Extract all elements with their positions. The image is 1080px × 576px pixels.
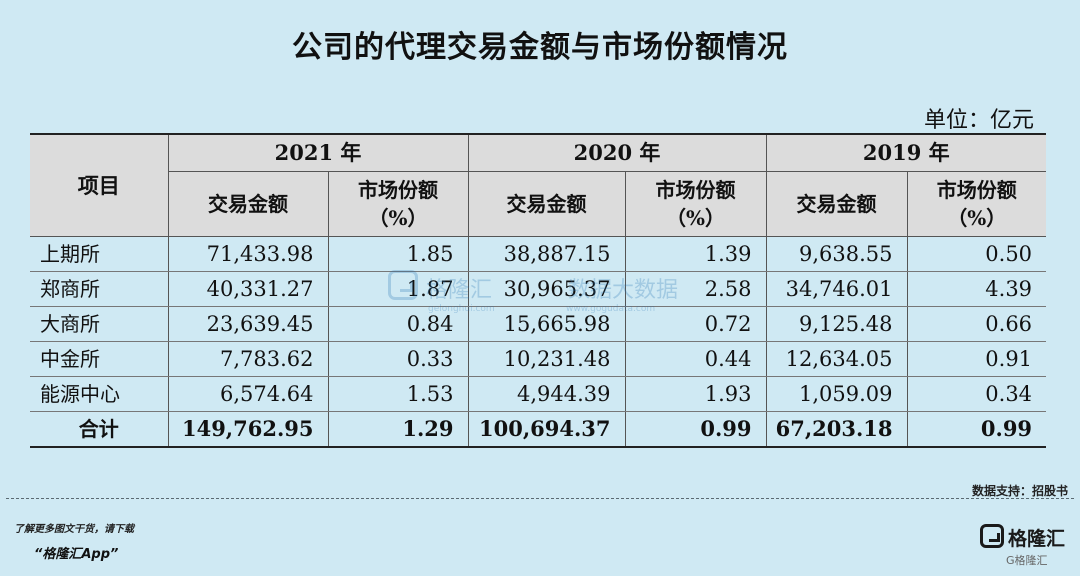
row-label: 上期所 [30, 236, 168, 272]
row-label: 郑商所 [30, 271, 168, 307]
brand-name: 格隆汇 [1008, 528, 1066, 550]
total-row: 合计 149,762.95 1.29 100,694.37 0.99 67,20… [30, 411, 1047, 448]
share-cell: 0.44 [624, 341, 767, 377]
amount-cell: 67,203.18 [765, 411, 908, 448]
amount-cell: 9,638.55 [765, 236, 908, 272]
amount-cell: 149,762.95 [167, 411, 328, 448]
amount-cell: 7,783.62 [167, 341, 328, 377]
amount-cell: 40,331.27 [167, 271, 328, 307]
year-header: 2020 年 [467, 133, 767, 172]
share-cell: 1.29 [327, 411, 469, 448]
amount-cell: 9,125.48 [765, 306, 908, 342]
amount-header: 交易金额 [467, 171, 626, 237]
share-header: 市场份额 （%） [624, 171, 767, 237]
brand-sub: G格隆汇 [1006, 554, 1048, 567]
share-cell: 2.58 [624, 271, 767, 307]
row-label: 能源中心 [30, 376, 168, 412]
amount-header: 交易金额 [765, 171, 908, 237]
item-header: 项目 [30, 133, 168, 237]
share-cell: 0.99 [624, 411, 767, 448]
promo-app-name: “格隆汇App” [34, 547, 119, 562]
data-source: 数据支持：招股书 [971, 484, 1068, 498]
page-title: 公司的代理交易金额与市场份额情况 [292, 30, 788, 65]
table-row: 上期所 71,433.98 1.85 38,887.15 1.39 9,638.… [30, 236, 1047, 272]
table-row: 能源中心 6,574.64 1.53 4,944.39 1.93 1,059.0… [30, 376, 1047, 412]
year-header: 2019 年 [765, 133, 1047, 172]
share-cell: 0.84 [327, 306, 469, 342]
table-row: 郑商所 40,331.27 1.87 30,965.37 2.58 34,746… [30, 271, 1047, 307]
share-cell: 1.87 [327, 271, 469, 307]
amount-cell: 4,944.39 [467, 376, 626, 412]
share-cell: 0.91 [906, 341, 1047, 377]
share-cell: 1.93 [624, 376, 767, 412]
row-label: 中金所 [30, 341, 168, 377]
amount-cell: 30,965.37 [467, 271, 626, 307]
row-label: 大商所 [30, 306, 168, 342]
share-cell: 1.85 [327, 236, 469, 272]
data-table: 项目 2021 年 2020 年 2019 年 交易金额 市场份额 （%） 交易金… [30, 133, 1047, 448]
amount-cell: 100,694.37 [467, 411, 626, 448]
amount-header: 交易金额 [167, 171, 328, 237]
amount-cell: 23,639.45 [167, 306, 328, 342]
divider [6, 498, 1074, 499]
share-cell: 1.39 [624, 236, 767, 272]
share-header: 市场份额 （%） [906, 171, 1047, 237]
share-cell: 0.33 [327, 341, 469, 377]
amount-cell: 71,433.98 [167, 236, 328, 272]
amount-cell: 38,887.15 [467, 236, 626, 272]
promo-text: 了解更多图文干货，请下载 [14, 524, 134, 535]
unit-label: 单位：亿元 [923, 108, 1034, 133]
amount-cell: 12,634.05 [765, 341, 908, 377]
share-header: 市场份额 （%） [327, 171, 469, 237]
share-cell: 0.66 [906, 306, 1047, 342]
amount-cell: 6,574.64 [167, 376, 328, 412]
share-cell: 0.34 [906, 376, 1047, 412]
year-header: 2021 年 [167, 133, 469, 172]
amount-cell: 15,665.98 [467, 306, 626, 342]
sub-header-row: 交易金额 市场份额 （%） 交易金额 市场份额 （%） 交易金额 市场份额 （%） [30, 171, 1047, 237]
table-row: 中金所 7,783.62 0.33 10,231.48 0.44 12,634.… [30, 341, 1047, 377]
share-cell: 0.50 [906, 236, 1047, 272]
amount-cell: 34,746.01 [765, 271, 908, 307]
brand-logo: 格隆汇 [980, 522, 1072, 552]
amount-cell: 10,231.48 [467, 341, 626, 377]
total-label: 合计 [30, 411, 168, 448]
year-header-row: 项目 2021 年 2020 年 2019 年 [30, 133, 1047, 237]
table-row: 大商所 23,639.45 0.84 15,665.98 0.72 9,125.… [30, 306, 1047, 342]
share-cell: 1.53 [327, 376, 469, 412]
brand-g-icon [980, 524, 1004, 548]
share-cell: 0.72 [624, 306, 767, 342]
share-cell: 4.39 [906, 271, 1047, 307]
amount-cell: 1,059.09 [765, 376, 908, 412]
share-cell: 0.99 [906, 411, 1047, 448]
